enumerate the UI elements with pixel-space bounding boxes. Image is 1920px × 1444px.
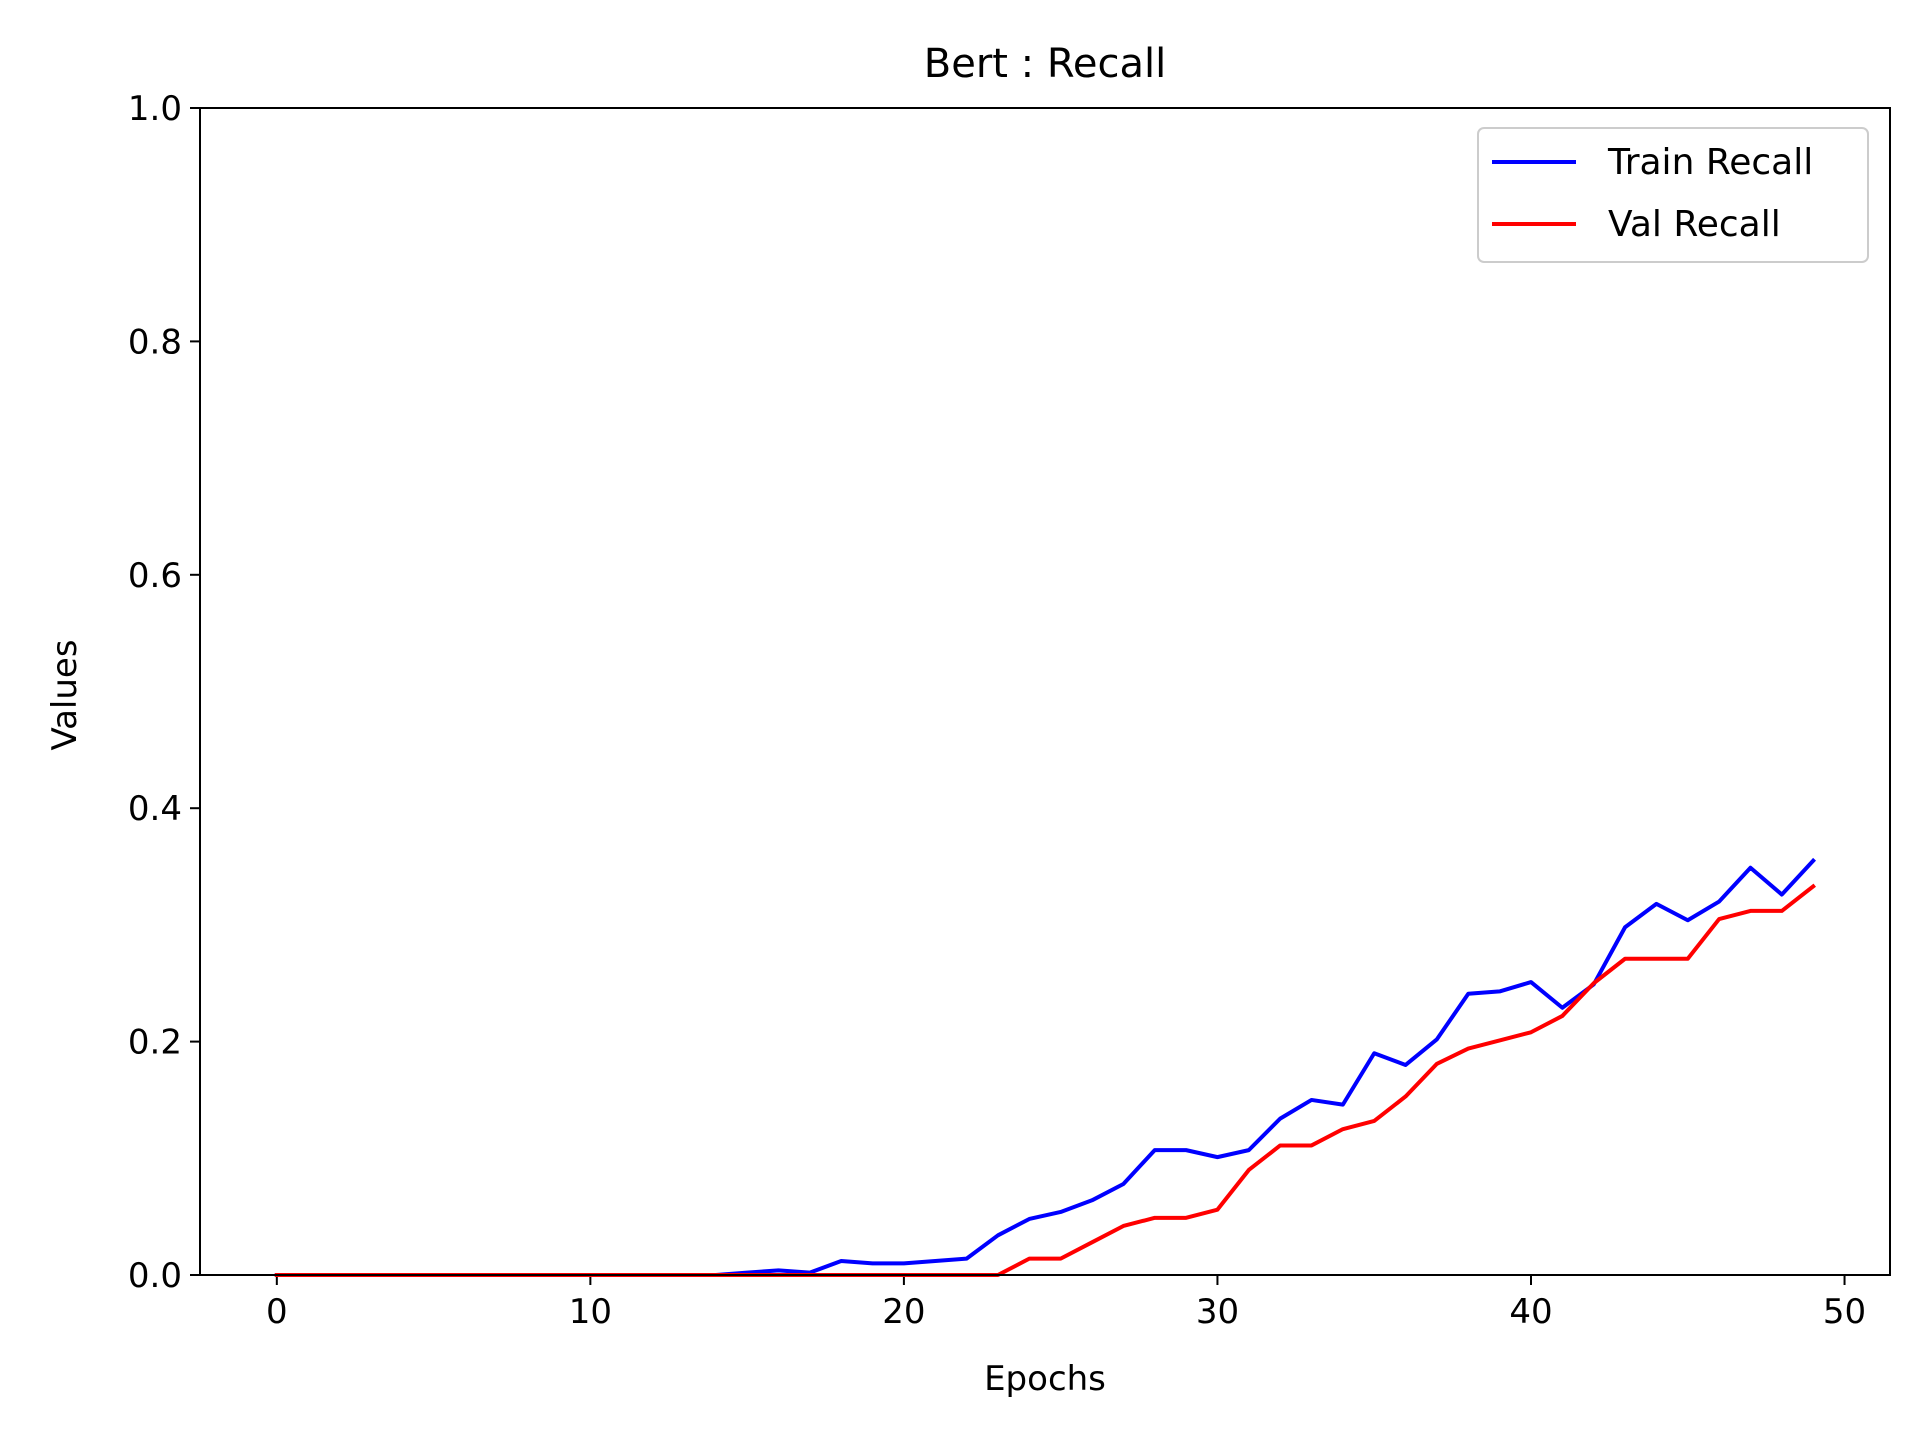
x-tick-label: 50: [1823, 1292, 1866, 1332]
x-tick-label: 0: [266, 1292, 288, 1332]
x-tick-label: 30: [1196, 1292, 1239, 1332]
plot-area-frame: [199, 107, 1891, 1276]
x-axis-label: Epochs: [984, 1359, 1106, 1399]
y-tick-label: 1.0: [128, 89, 182, 129]
legend-items: Train Recall Val Recall: [1492, 142, 1813, 245]
legend-label: Train Recall: [1607, 142, 1813, 183]
x-axis-ticks: 0 10 20 30 40 50: [266, 1275, 1866, 1332]
y-tick-label: 0.2: [128, 1023, 182, 1063]
y-axis-label: Values: [45, 639, 85, 750]
y-tick-label: 0.0: [128, 1256, 182, 1296]
chart-title: Bert : Recall: [924, 41, 1166, 87]
x-tick-label: 10: [569, 1292, 612, 1332]
y-axis-ticks: 0.0 0.2 0.4 0.6 0.8 1.0: [128, 89, 200, 1296]
y-tick-label: 0.4: [128, 789, 182, 829]
y-tick-label: 0.8: [128, 322, 182, 362]
legend-label: Val Recall: [1608, 204, 1781, 245]
legend: Train Recall Val Recall: [1477, 127, 1869, 263]
x-tick-label: 40: [1509, 1292, 1552, 1332]
y-tick-label: 0.6: [128, 556, 182, 596]
x-tick-label: 20: [882, 1292, 925, 1332]
